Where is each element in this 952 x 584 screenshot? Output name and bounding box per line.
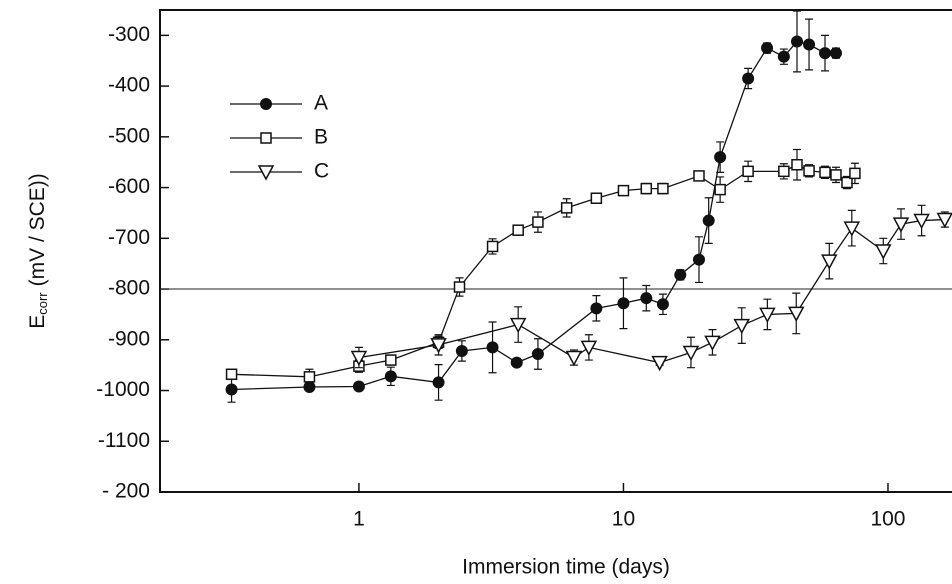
y-tick-label: -500 xyxy=(108,124,150,147)
marker xyxy=(777,50,790,63)
marker xyxy=(843,221,861,237)
marker xyxy=(565,350,583,367)
y-label-unit: (mV / SCE)) xyxy=(26,173,49,286)
marker xyxy=(486,341,499,354)
marker xyxy=(656,298,669,311)
marker xyxy=(892,217,910,233)
marker xyxy=(560,202,573,214)
marker xyxy=(590,302,603,315)
marker xyxy=(617,297,630,310)
marker xyxy=(913,213,930,230)
y-label-symbol: E xyxy=(26,315,49,329)
series-line xyxy=(231,164,856,378)
x-tick-label: 1 xyxy=(353,508,365,531)
marker xyxy=(453,281,466,293)
marker xyxy=(640,292,653,305)
marker xyxy=(486,240,499,253)
marker xyxy=(455,344,468,357)
plot-frame xyxy=(159,9,952,493)
marker xyxy=(849,167,861,180)
marker xyxy=(257,165,275,181)
y-label-subscript: corr xyxy=(35,292,50,315)
y-tick-label: -700 xyxy=(108,226,150,249)
x-axis-label: Immersion time (days) xyxy=(462,556,670,579)
marker xyxy=(778,165,790,178)
marker xyxy=(875,244,892,260)
y-tick-label: -800 xyxy=(108,277,150,300)
marker xyxy=(742,72,755,85)
marker xyxy=(821,254,838,270)
marker xyxy=(742,165,754,178)
marker xyxy=(617,184,630,197)
marker xyxy=(350,350,368,367)
y-tick-label: -1100 xyxy=(98,429,150,452)
marker xyxy=(651,355,668,372)
y-tick-label: -1000 xyxy=(96,378,150,401)
marker xyxy=(640,182,653,195)
marker xyxy=(803,165,815,177)
marker xyxy=(260,98,272,110)
marker xyxy=(803,38,816,51)
y-tick-label: - 200 xyxy=(102,480,150,503)
marker xyxy=(384,370,397,383)
marker xyxy=(674,268,687,281)
marker xyxy=(693,170,705,182)
marker xyxy=(303,371,316,383)
marker xyxy=(657,182,669,195)
marker xyxy=(759,307,776,324)
marker xyxy=(841,176,853,189)
marker xyxy=(692,253,705,266)
marker xyxy=(580,340,598,356)
marker xyxy=(714,151,727,164)
series-line xyxy=(358,218,945,364)
marker xyxy=(787,306,805,322)
marker xyxy=(791,35,804,48)
marker xyxy=(733,318,750,335)
y-tick-label: -900 xyxy=(108,327,150,350)
y-tick-label: -300 xyxy=(108,23,150,46)
marker xyxy=(512,224,524,236)
marker xyxy=(225,383,238,396)
marker xyxy=(818,47,831,60)
marker xyxy=(830,169,842,181)
legend-label: A xyxy=(314,92,328,115)
marker xyxy=(531,347,544,360)
marker xyxy=(704,335,721,351)
marker xyxy=(819,166,831,179)
marker xyxy=(510,356,523,369)
marker xyxy=(432,376,445,389)
legend-label: B xyxy=(314,126,328,149)
y-axis-label: Ecorr (mV / SCE)) xyxy=(26,173,51,329)
marker xyxy=(509,317,527,334)
x-tick-label: 100 xyxy=(870,508,905,531)
marker xyxy=(430,338,447,354)
marker xyxy=(761,42,774,55)
marker xyxy=(702,214,715,227)
y-tick-label: -600 xyxy=(108,175,150,198)
marker xyxy=(682,345,700,362)
marker xyxy=(714,183,726,196)
legend-label: C xyxy=(314,160,329,183)
marker xyxy=(260,132,272,144)
marker xyxy=(791,158,803,171)
y-tick-label: -400 xyxy=(108,74,150,97)
marker xyxy=(385,354,397,366)
marker xyxy=(590,192,603,204)
marker xyxy=(532,216,544,228)
marker xyxy=(225,368,238,381)
marker xyxy=(352,380,365,393)
x-tick-label: 10 xyxy=(612,508,635,531)
marker xyxy=(936,212,952,229)
marker xyxy=(829,47,842,60)
